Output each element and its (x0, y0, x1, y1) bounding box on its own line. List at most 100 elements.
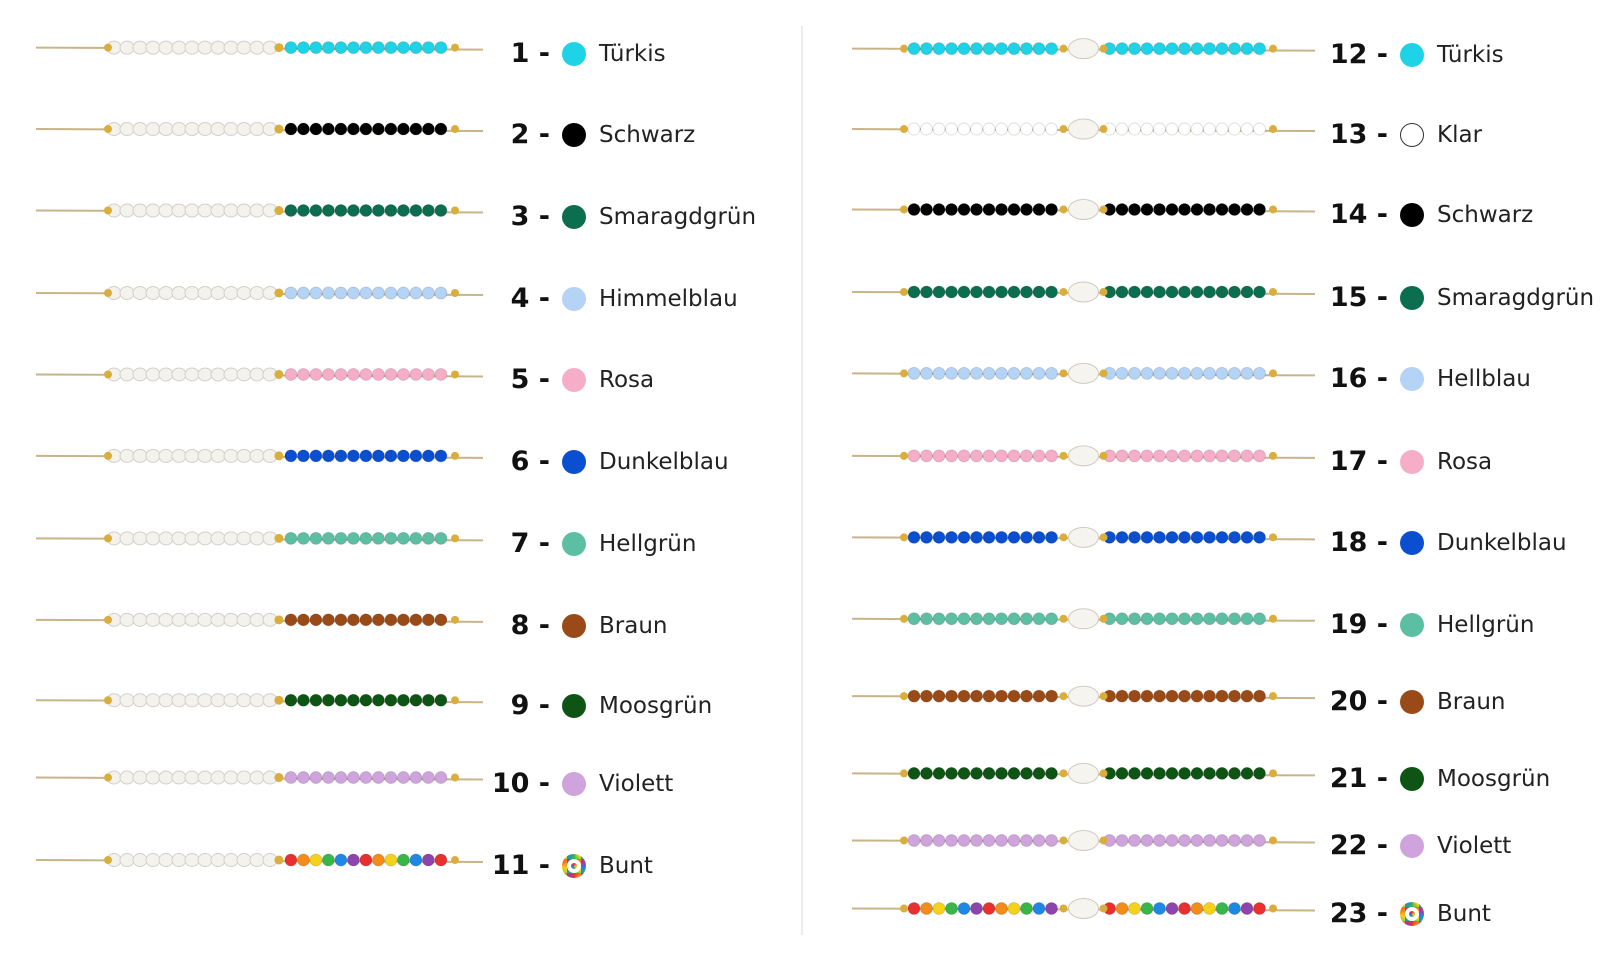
pearl (236, 203, 252, 218)
gem-bead (409, 531, 423, 545)
pearl (1068, 118, 1099, 140)
gem-bead (995, 689, 1008, 703)
pearl (223, 612, 239, 627)
pearl (223, 853, 239, 868)
gem-bead (970, 122, 983, 136)
gem-bead (384, 367, 398, 381)
color-swatch (1400, 902, 1424, 927)
gem-bead (1045, 612, 1058, 626)
gem-bead (421, 531, 435, 545)
gem-bead (970, 449, 983, 463)
variant-number: 8 - (510, 609, 550, 641)
variant-number: 21 - (1329, 763, 1388, 795)
gem-bead (1240, 689, 1254, 703)
gem-bead (1178, 122, 1191, 136)
color-name: Violett (599, 770, 674, 797)
gem-bead (1228, 530, 1241, 544)
gem-bead (334, 613, 348, 627)
gold-bead (1269, 369, 1277, 378)
gem-bead (359, 122, 373, 136)
gem-bead (1178, 366, 1191, 380)
gem-bead (309, 771, 323, 785)
gem-bead (371, 613, 385, 627)
gem-bead (1215, 530, 1229, 544)
gold-bead (1099, 125, 1108, 134)
gem-bead (1253, 833, 1266, 847)
gem-bead (1045, 449, 1058, 463)
bracelet (35, 367, 484, 382)
gem-bead (1190, 42, 1204, 56)
gold-bead (274, 533, 284, 543)
pearl (132, 203, 148, 218)
gem-bead (1178, 285, 1191, 299)
pearl (119, 770, 135, 785)
gem-bead (1190, 202, 1204, 216)
gem-bead (284, 122, 298, 136)
gem-bead (1240, 122, 1254, 136)
gem-bead (957, 366, 971, 380)
pearl (236, 693, 252, 708)
gem-bead (421, 853, 435, 867)
gem-bead (1153, 122, 1166, 136)
gold-bead (1059, 44, 1068, 53)
gem-bead (396, 613, 410, 627)
gem-bead (1165, 901, 1179, 915)
gem-bead (346, 449, 360, 463)
gem-bead (1045, 202, 1058, 216)
gold-bead (104, 856, 112, 865)
gem-bead (346, 122, 360, 136)
pearl (171, 448, 187, 463)
gem-bead (1153, 766, 1166, 780)
gem-bead (1215, 202, 1229, 216)
gem-bead (1153, 42, 1166, 56)
gem-bead (1007, 530, 1021, 544)
variant-number: 9 - (510, 690, 550, 722)
gem-bead (396, 204, 410, 218)
gold-bead (451, 451, 459, 460)
gem-bead (907, 122, 921, 136)
gold-bead (1269, 904, 1277, 913)
pearl (210, 531, 226, 546)
bracelet (851, 762, 1316, 784)
bracelet (851, 198, 1316, 220)
gem-bead (1115, 689, 1129, 703)
gem-bead (932, 766, 946, 780)
gold-bead (1269, 692, 1277, 701)
gem-bead (321, 204, 335, 218)
gem-bead (1253, 689, 1266, 703)
gem-bead (1190, 689, 1204, 703)
pearl (197, 448, 213, 463)
gem-bead (346, 771, 360, 785)
gem-bead (907, 449, 921, 463)
pearl (223, 367, 239, 382)
gold-bead (1099, 904, 1108, 913)
gem-bead (995, 530, 1008, 544)
gem-bead (284, 367, 298, 381)
gem-bead (1240, 612, 1254, 626)
gem-bead (1153, 285, 1166, 299)
gem-bead (309, 286, 323, 300)
gem-bead (384, 771, 398, 785)
bracelet (35, 770, 484, 785)
gem-bead (932, 366, 946, 380)
gem-bead (982, 449, 996, 463)
gold-bead (1099, 692, 1108, 701)
gold-bead (900, 287, 908, 296)
gem-bead (396, 367, 410, 381)
pearl (119, 285, 135, 300)
pearl (249, 612, 265, 627)
pearl (132, 693, 148, 708)
gem-bead (384, 286, 398, 300)
gem-bead (982, 901, 996, 915)
gem-bead (907, 202, 921, 216)
gem-bead (1032, 612, 1046, 626)
gem-bead (384, 204, 398, 218)
gem-bead (396, 531, 410, 545)
pearl (145, 531, 161, 546)
gold-bead (104, 288, 112, 297)
variant-number: 6 - (510, 445, 550, 477)
pearl (184, 285, 200, 300)
gem-bead (371, 204, 385, 218)
gem-bead (296, 531, 310, 545)
gem-bead (321, 693, 335, 707)
